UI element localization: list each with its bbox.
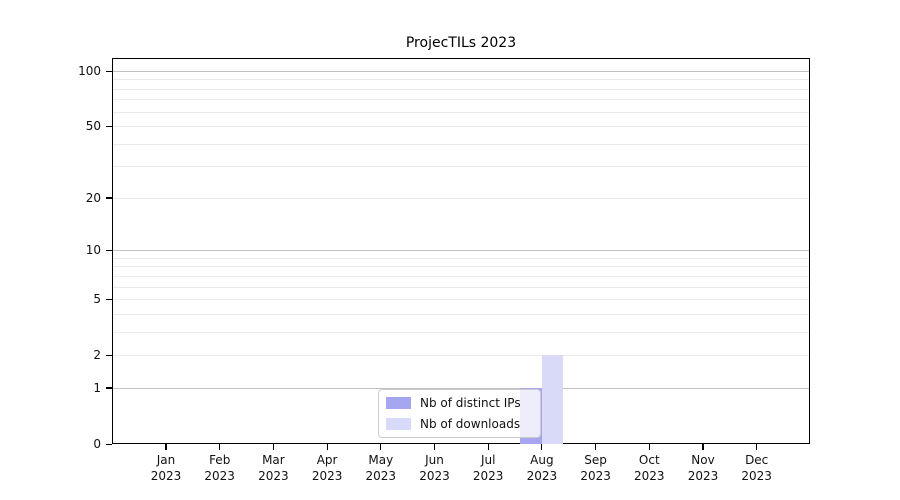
x-axis-tick	[595, 444, 597, 450]
y-axis-tick	[106, 197, 112, 199]
x-axis-tick-label: Nov 2023	[687, 453, 719, 483]
y-axis-tick	[106, 70, 112, 72]
y-axis-tick	[106, 387, 112, 389]
gridline-minor	[113, 111, 809, 113]
gridline-minor	[113, 143, 809, 145]
y-axis-tick-label: 5	[93, 292, 101, 307]
gridline-minor	[113, 126, 809, 128]
gridline-minor	[113, 355, 809, 357]
x-axis-tick-label: Aug 2023	[526, 453, 558, 483]
y-axis-tick-label: 100	[78, 64, 101, 78]
y-axis-tick	[106, 443, 112, 445]
y-axis-tick	[106, 354, 112, 356]
gridline-minor	[113, 286, 809, 288]
legend-item-downloads: Nb of downloads	[386, 417, 532, 431]
y-axis-tick-label: 2	[93, 348, 101, 363]
chart-title: ProjecTILs 2023	[405, 35, 517, 51]
y-axis-tick	[106, 298, 112, 300]
gridline-minor	[113, 166, 809, 168]
bar-nb-of-downloads	[541, 355, 564, 444]
x-axis-tick	[541, 444, 543, 450]
gridline-major	[113, 250, 809, 252]
legend-label-downloads: Nb of downloads	[420, 417, 521, 431]
gridline-minor	[113, 331, 809, 333]
y-axis-tick-label: 50	[85, 119, 101, 134]
gridline-minor	[113, 299, 809, 301]
x-axis-tick	[648, 444, 650, 450]
legend-swatch-downloads	[386, 418, 411, 430]
x-axis-tick	[272, 444, 274, 450]
y-axis-tick	[106, 125, 112, 127]
x-axis-tick	[380, 444, 382, 450]
y-axis-tick-label: 1	[93, 380, 101, 395]
x-axis-tick-label: May 2023	[365, 453, 397, 483]
x-axis-tick	[326, 444, 328, 450]
x-axis-tick	[165, 444, 167, 450]
x-axis-tick	[219, 444, 221, 450]
x-axis-tick-label: Jan 2023	[150, 453, 182, 483]
gridline-major	[113, 71, 809, 72]
gridline-major	[113, 387, 809, 389]
x-axis-tick-label: Dec 2023	[741, 453, 772, 483]
gridline-minor	[113, 275, 809, 277]
x-axis-tick	[433, 444, 436, 450]
y-axis-tick	[106, 249, 112, 251]
gridline-minor	[113, 266, 809, 268]
gridline-minor	[113, 313, 809, 315]
x-axis-tick-label: Mar 2023	[258, 453, 289, 483]
gridline-minor	[113, 99, 809, 101]
gridline-minor	[113, 88, 809, 90]
legend-label-distinct-ips: Nb of distinct IPs	[420, 396, 521, 410]
x-axis-tick-label: Jul 2023	[472, 453, 504, 483]
legend-item-distinct-ips: Nb of distinct IPs	[386, 396, 532, 410]
x-axis-tick	[756, 444, 758, 450]
legend-swatch-distinct-ips	[386, 397, 411, 409]
y-axis-tick-label: 10	[85, 243, 101, 258]
y-axis-tick-label: 0	[93, 437, 101, 451]
gridline-minor	[113, 197, 809, 199]
plot-area: Nb of distinct IPs Nb of downloads 0 1 2 5 1…	[78, 58, 810, 483]
x-axis-tick-label: Jun 2023	[419, 453, 450, 483]
y-axis-tick-label: 20	[85, 190, 101, 205]
gridline-minor	[113, 79, 809, 81]
x-axis-tick-label: Feb 2023	[204, 453, 235, 483]
x-axis-tick-label: Sep 2023	[580, 453, 611, 483]
x-axis-tick	[702, 444, 704, 450]
legend: Nb of distinct IPs Nb of downloads	[378, 389, 541, 438]
gridline-minor	[113, 257, 809, 259]
x-axis-tick	[487, 444, 489, 450]
x-axis-tick-label: Apr 2023	[311, 453, 343, 483]
x-axis-tick-label: Oct 2023	[634, 453, 665, 483]
